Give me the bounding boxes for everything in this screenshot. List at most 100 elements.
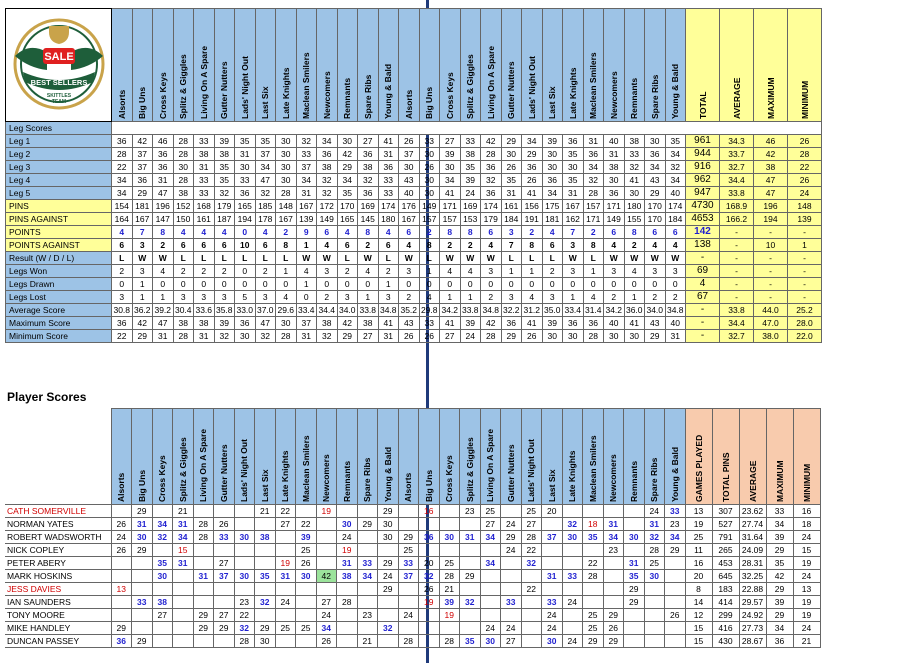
stat-cell: 34 [644,160,666,174]
player-score-cell: 27 [500,634,522,648]
player-team-header-spare-ribs: Spare Ribs [643,408,665,505]
team-scores-table: SALE BEST SELLERS SKITTLES TEAM Alsorts B… [5,8,822,343]
stat-cell: 0 [234,264,256,278]
stat-cell: 0 [562,277,584,291]
stat-cell: 29.8 [418,303,440,317]
stat-summary-cell: 28 [787,147,822,161]
stat-cell: 180 [623,199,645,213]
player-score-cell: 31 [274,569,296,583]
summary-header-label: TOTAL [697,91,708,119]
player-score-cell [664,556,686,570]
stat-cell: 36 [152,160,174,174]
team-header-label: Cross Keys [157,455,168,502]
player-score-cell: 29 [602,634,624,648]
team-header-label: Alsorts [403,472,414,502]
player-score-cell: 25 [520,504,542,518]
player-summary-cell: 24.09 [738,543,767,557]
stat-summary-cell: 32.7 [719,329,754,343]
stat-cell: 43 [398,173,420,187]
player-summary-cell: 527 [711,517,740,531]
player-score-cell [172,582,194,596]
stat-cell: 4 [295,264,317,278]
stat-cell: 35.8 [213,303,235,317]
stat-cell: 30 [623,186,645,200]
stat-cell: 1 [295,277,317,291]
stat-cell: 1 [623,290,645,304]
stat-cell: 152 [172,199,194,213]
stat-cell: 176 [398,199,420,213]
player-score-cell [418,608,440,622]
player-score-cell [500,608,522,622]
leg-scores-label: Leg Scores [5,121,112,135]
stat-summary-cell: 148 [787,199,822,213]
stat-summary-cell: 34.4 [719,173,754,187]
player-score-cell [254,556,276,570]
stat-cell: 2 [582,225,604,239]
player-score-cell: 29 [213,621,235,635]
team-header-label: Splitz & Giggles [465,54,476,119]
stat-cell: 2 [541,264,563,278]
team-header-label: Remnants [341,460,352,502]
stat-cell: 39 [213,316,235,330]
stat-cell: 36 [316,147,338,161]
stat-cell: 4 [316,238,338,252]
stat-cell: 4 [357,264,379,278]
stat-cell: 30 [336,134,358,148]
player-scores-table: Alsorts Big Uns Cross Keys Splitz & Giggles… [5,408,821,648]
player-summary-cell: 20 [684,569,713,583]
stat-cell: 28 [582,329,604,343]
stat-cell: 178 [254,212,276,226]
stat-cell: L [582,251,604,265]
player-score-cell: 29 [192,608,214,622]
player-score-cell [582,582,604,596]
stat-cell: 36 [480,186,502,200]
stat-cell: 6 [541,238,563,252]
stat-cell: 6 [254,238,276,252]
player-summary-cell: 28.31 [738,556,767,570]
player-score-cell: 30 [151,569,173,583]
stat-summary-cell: 38.0 [753,329,788,343]
player-score-cell [664,595,686,609]
player-score-cell: 28 [397,634,419,648]
player-score-cell: 30 [541,634,563,648]
stat-cell: 6 [644,225,666,239]
player-score-cell [254,543,276,557]
summary-header-label: GAMES PLAYED [693,434,704,502]
stat-cell: 31 [295,186,317,200]
team-header-label: Remnants [342,77,353,119]
stat-summary-cell: 25.2 [787,303,822,317]
player-score-cell [561,504,583,518]
player-score-cell [315,556,337,570]
stat-cell: 47 [254,173,276,187]
player-score-cell [459,621,481,635]
stat-cell: 6 [172,238,194,252]
stat-cell: 4 [275,290,297,304]
team-header-cross-keys: Cross Keys [439,8,461,122]
team-header-label: Last Six [260,86,271,119]
player-score-cell: 37 [397,569,419,583]
player-score-cell [233,504,255,518]
stat-row-label: Result (W / D / L) [5,251,112,265]
player-score-cell: 29 [582,634,604,648]
team-header-remnants: Remnants [336,8,358,122]
stat-cell: 30 [275,316,297,330]
player-team-header-late-knights: Late Knights [561,408,583,505]
stat-cell: 41 [521,316,543,330]
player-score-cell [110,569,132,583]
stat-summary-cell: 67 [685,290,720,304]
stat-summary-cell: 26 [787,134,822,148]
stat-cell: W [644,251,666,265]
stat-cell: 4 [213,225,235,239]
player-score-cell [151,543,173,557]
player-team-header-living-on-a-spare: Living On A Spare [192,408,214,505]
stat-cell: 43 [398,316,420,330]
player-team-header-last-six: Last Six [254,408,276,505]
stat-cell: 36 [234,316,256,330]
stat-summary-cell: - [787,251,822,265]
stat-cell: 37 [131,160,153,174]
stat-cell: 8 [623,225,645,239]
stat-cell: 4 [111,225,133,239]
team-header-young-bald: Young & Bald [377,8,399,122]
stat-cell: 1 [131,277,153,291]
player-summary-cell: 19 [792,595,821,609]
